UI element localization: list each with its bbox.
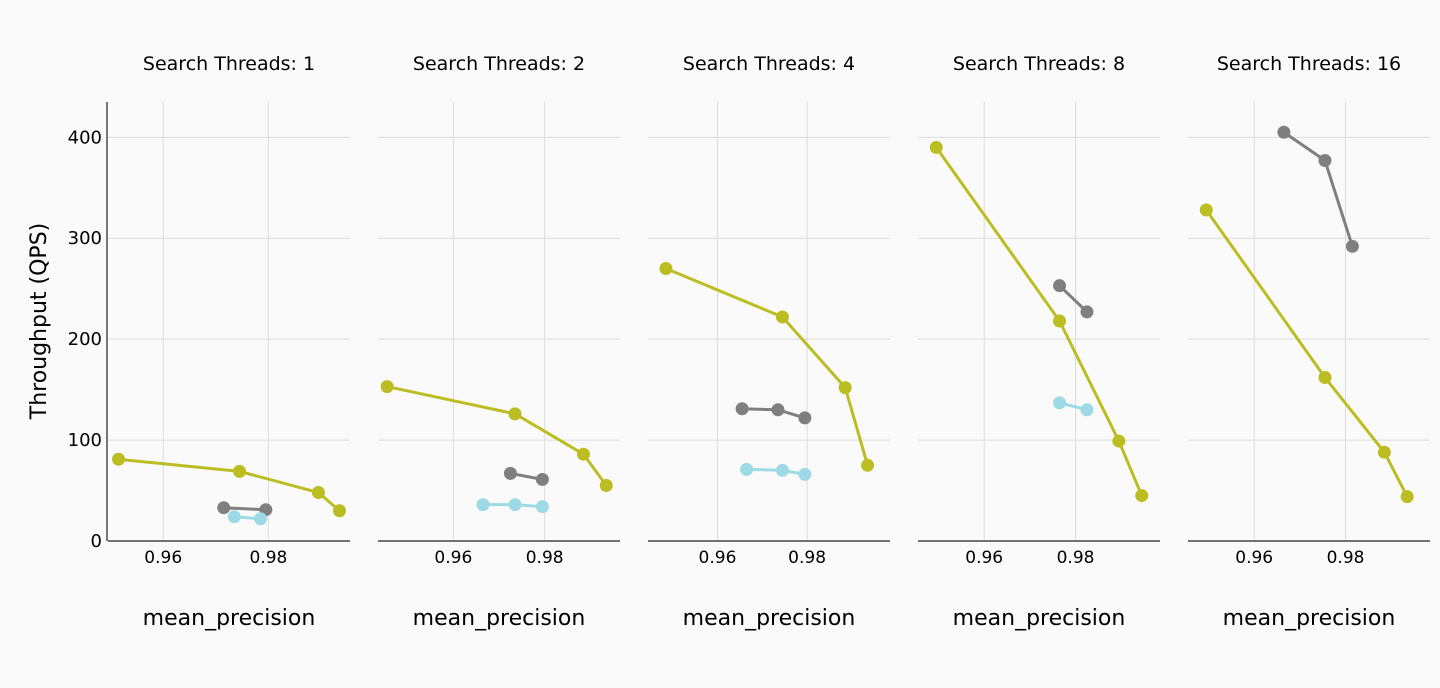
y-tick-label: 400 bbox=[68, 127, 102, 148]
panel-4: 0.96 0.98 Search Threads: 8 mean_precision bbox=[918, 53, 1160, 631]
y-axis-label: Throughput (QPS) bbox=[27, 223, 52, 421]
data-point bbox=[1135, 489, 1149, 503]
x-tick-label: 0.98 bbox=[1327, 548, 1365, 568]
data-point bbox=[735, 402, 749, 416]
data-point bbox=[503, 466, 517, 480]
data-point bbox=[227, 510, 241, 524]
y-tick-label: 200 bbox=[68, 329, 102, 350]
data-point bbox=[311, 486, 325, 500]
data-point bbox=[740, 462, 754, 476]
x-tick-label: 0.98 bbox=[1057, 548, 1095, 568]
panel-title: Search Threads: 2 bbox=[413, 53, 585, 75]
y-tick-label: 300 bbox=[68, 228, 102, 249]
data-point bbox=[771, 403, 785, 417]
panel-5: 0.96 0.98 Search Threads: 16 mean_precision bbox=[1188, 53, 1430, 631]
series-line bbox=[935, 146, 1144, 497]
data-point bbox=[476, 498, 490, 512]
data-point bbox=[1199, 203, 1213, 217]
series-cyan bbox=[227, 510, 268, 526]
x-tick-label: 0.96 bbox=[434, 548, 472, 568]
panel-title: Search Threads: 1 bbox=[143, 53, 315, 75]
data-point bbox=[535, 472, 549, 486]
x-tick-label: 0.96 bbox=[699, 548, 737, 568]
panel-title: Search Threads: 8 bbox=[953, 53, 1125, 75]
data-point bbox=[1377, 445, 1391, 459]
series-olive bbox=[380, 380, 613, 492]
series-gray bbox=[1277, 125, 1359, 253]
x-tick-label: 0.96 bbox=[965, 548, 1003, 568]
x-tick-label: 0.98 bbox=[526, 548, 564, 568]
x-axis-label: mean_precision bbox=[413, 606, 586, 631]
data-point bbox=[1080, 403, 1094, 417]
data-point bbox=[775, 310, 789, 324]
x-axis-label: mean_precision bbox=[683, 606, 856, 631]
panel-1: 0 100 200 300 400 0.96 0.98 Search Threads: 1 me… bbox=[68, 53, 350, 631]
x-tick-label: 0.96 bbox=[1235, 548, 1273, 568]
data-point bbox=[1277, 125, 1291, 139]
data-point bbox=[112, 452, 126, 466]
data-point bbox=[508, 407, 522, 421]
series-cyan bbox=[476, 498, 549, 514]
data-point bbox=[929, 140, 943, 154]
series-gray bbox=[1053, 279, 1094, 319]
data-point bbox=[798, 467, 812, 481]
series-cyan bbox=[740, 462, 812, 481]
series-gray bbox=[503, 466, 549, 486]
data-point bbox=[1318, 154, 1332, 168]
y-tick-label: 0 bbox=[91, 531, 102, 552]
panel-title: Search Threads: 4 bbox=[683, 53, 855, 75]
series-line bbox=[1205, 209, 1409, 498]
x-tick-label: 0.96 bbox=[144, 548, 182, 568]
panel-title: Search Threads: 16 bbox=[1217, 53, 1401, 75]
data-point bbox=[233, 464, 247, 478]
data-point bbox=[576, 447, 590, 461]
series-line bbox=[746, 467, 806, 476]
data-point bbox=[1345, 239, 1359, 253]
series-olive bbox=[112, 452, 346, 518]
data-point bbox=[1080, 305, 1094, 319]
series-line bbox=[1283, 131, 1354, 247]
x-axis-label: mean_precision bbox=[143, 606, 316, 631]
data-point bbox=[535, 500, 549, 514]
data-point bbox=[508, 498, 522, 512]
data-point bbox=[217, 501, 231, 515]
data-point bbox=[1400, 490, 1414, 504]
x-axis-label: mean_precision bbox=[953, 606, 1126, 631]
series-olive bbox=[659, 262, 875, 472]
x-tick-label: 0.98 bbox=[250, 548, 288, 568]
series-line bbox=[118, 457, 341, 512]
series-gray bbox=[735, 402, 812, 425]
data-point bbox=[599, 478, 613, 492]
data-point bbox=[775, 463, 789, 477]
data-point bbox=[1318, 371, 1332, 385]
series-cyan bbox=[1053, 396, 1094, 417]
x-tick-label: 0.98 bbox=[788, 548, 826, 568]
data-point bbox=[332, 504, 346, 518]
data-point bbox=[838, 381, 852, 395]
data-point bbox=[798, 411, 812, 425]
panel-2: 0.96 0.98 Search Threads: 2 mean_precision bbox=[378, 53, 620, 631]
data-point bbox=[254, 512, 268, 526]
data-point bbox=[1053, 279, 1067, 293]
series-line bbox=[223, 506, 266, 512]
data-point bbox=[1053, 396, 1067, 410]
series-line bbox=[665, 267, 870, 466]
data-point bbox=[861, 458, 875, 472]
data-point bbox=[1053, 314, 1067, 328]
x-axis-label: mean_precision bbox=[1223, 606, 1396, 631]
series-line bbox=[386, 385, 608, 487]
data-point bbox=[1112, 434, 1126, 448]
data-point bbox=[380, 380, 394, 394]
panel-3: 0.96 0.98 Search Threads: 4 mean_precision bbox=[648, 53, 890, 631]
series-olive bbox=[929, 140, 1149, 503]
y-tick-label: 100 bbox=[68, 430, 102, 451]
data-point bbox=[659, 262, 673, 276]
series-olive bbox=[1199, 203, 1414, 504]
